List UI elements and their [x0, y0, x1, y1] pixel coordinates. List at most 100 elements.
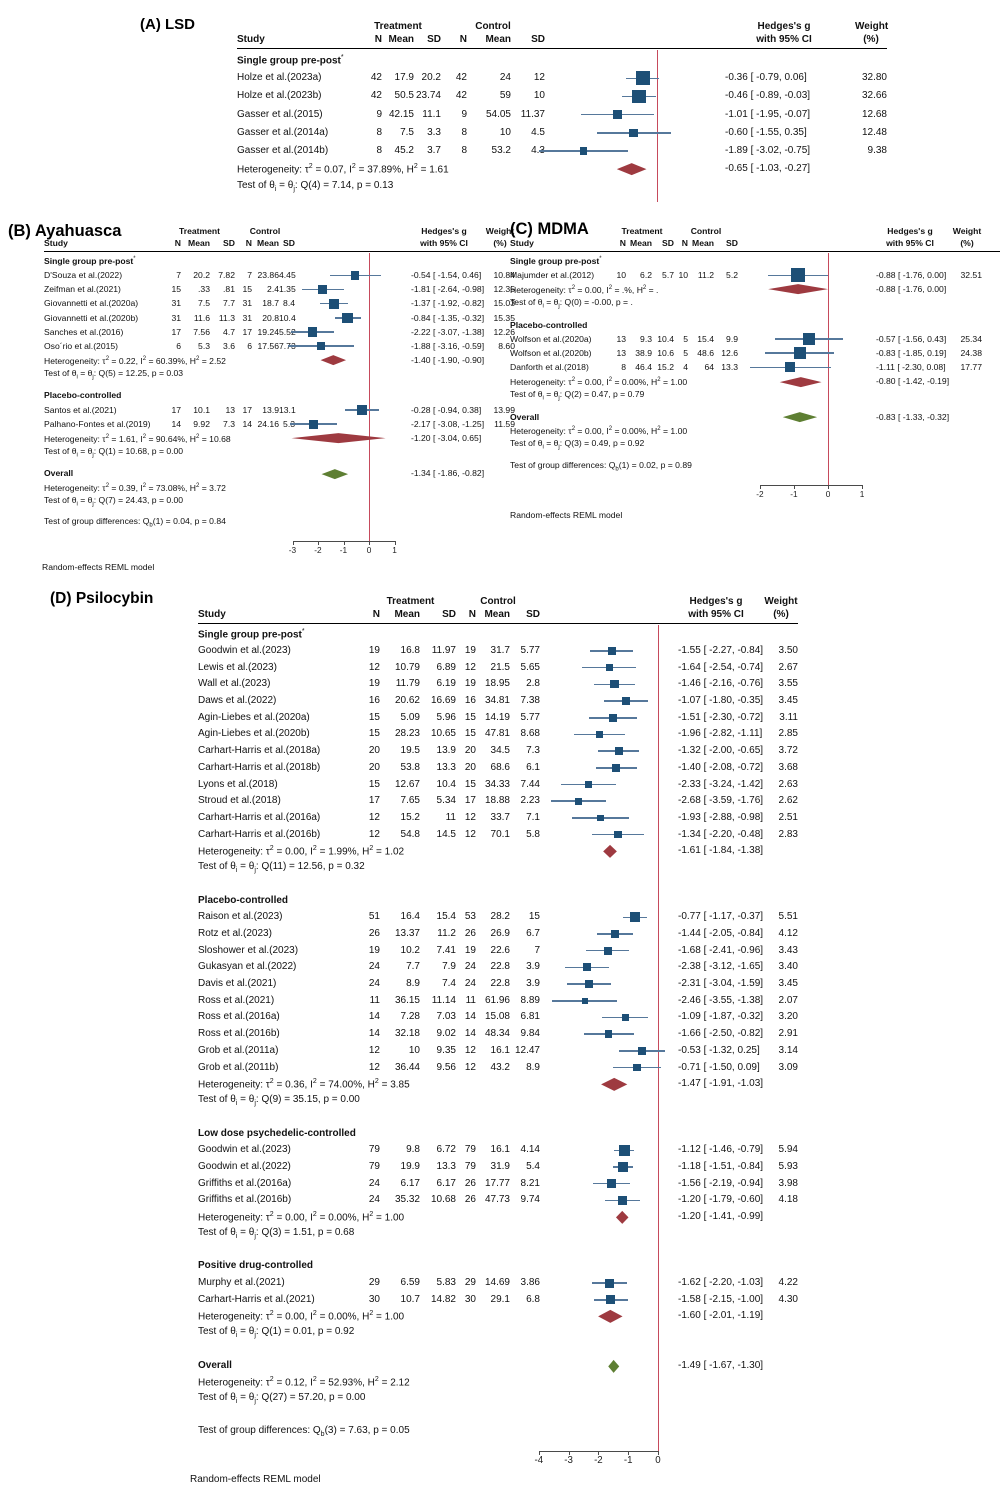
- study-data-cells: Wolfson et al.(2020b) 13 38.9 10.6 5 48.6 12.6: [510, 349, 738, 358]
- study-label: Grob et al.(2011a): [198, 1044, 279, 1056]
- ci-text: -1.62 [ -2.20, -1.03]: [678, 1277, 764, 1289]
- group-label-cell: Positive drug-controlled: [198, 1261, 540, 1271]
- effect-square: [629, 128, 638, 138]
- test-row: Test of θi = θj: Q(0) = -0.00, p = .: [510, 297, 1000, 311]
- study-stat: 24: [368, 961, 380, 973]
- study-stat: 9.8: [406, 1144, 420, 1156]
- group-label: Low dose psychedelic-controlled: [198, 1127, 356, 1139]
- study-row: Lyons et al.(2018) 15 12.67 10.4 15 34.33 7.44…: [198, 776, 798, 793]
- study-stat: 10: [533, 90, 545, 102]
- plot-area: [540, 676, 668, 693]
- column-header-mean: Mean: [188, 237, 210, 248]
- study-stat: 36.44: [394, 1061, 420, 1073]
- weight-text: 4.30: [778, 1293, 798, 1305]
- study-stat: 16.1: [490, 1044, 510, 1056]
- study-stat: 11.2: [697, 269, 714, 280]
- test-text: Test of θi = θj: Q(5) = 12.25, p = 0.03: [44, 367, 184, 381]
- plot-area: [540, 1192, 668, 1209]
- study-stat: 12: [368, 828, 380, 840]
- study-stat: 16.69: [430, 695, 456, 707]
- zero-reference-line: [658, 625, 659, 1451]
- ci-text: -0.83 [ -1.33, -0.32]: [876, 411, 950, 422]
- study-row: Giovannetti et al.(2020a) 31 7.5 7.7 31 18.7 8…: [44, 297, 515, 311]
- plot-area: [540, 793, 668, 810]
- group-label-asterisk: *: [340, 53, 344, 61]
- overall-summary-diamond: [321, 468, 349, 479]
- study-stat: 24: [464, 978, 476, 990]
- study-stat: 15: [242, 284, 252, 295]
- study-stat: 8.89: [520, 994, 540, 1006]
- test-row: Test of θi = θj: Q(1) = 10.68, p = 0.00: [44, 445, 515, 459]
- study-stat: 20.62: [394, 695, 420, 707]
- study-row: Goodwin et al.(2023) 79 9.8 6.72 79 16.1 4.14 -…: [198, 1142, 798, 1159]
- study-stat: 7.1: [526, 811, 540, 823]
- study-data-cells: Danforth et al.(2018) 8 46.4 15.2 4 64 13.3: [510, 363, 738, 372]
- study-stat: 24.16: [257, 418, 279, 429]
- effect-square: [609, 713, 617, 722]
- forest-table: Treatment Control Hedges's g Weight Study N Me…: [237, 20, 888, 202]
- study-stat: 8: [461, 145, 467, 157]
- plot-area: [540, 1076, 668, 1093]
- study-stat: 16: [464, 695, 476, 707]
- overall-label: Overall: [44, 468, 74, 479]
- study-stat: 34.81: [484, 695, 510, 707]
- study-row: Carhart-Harris et al.(2018b) 20 53.8 13.3 20…: [198, 760, 798, 777]
- study-stat: 11.97: [431, 645, 456, 657]
- study-row: Gukasyan et al.(2022) 24 7.7 7.9 24 22.8 3.9 -2…: [198, 959, 798, 976]
- overall-test-text: Test of θi = θj: Q(7) = 24.43, p = 0.00: [44, 495, 184, 508]
- group-label-asterisk: *: [599, 256, 602, 263]
- study-stat: 31: [242, 312, 252, 323]
- plot-area: [738, 410, 868, 424]
- study-stat: 6: [247, 340, 252, 351]
- study-stat: 17.56: [257, 340, 279, 351]
- forest-table: Treatment Control Hedges's g Weight Study N Me…: [42, 226, 515, 572]
- column-header-mean: Mean: [394, 608, 420, 620]
- heterogeneity-row: Heterogeneity: τ2 = 0.00, I2 = 0.00%, H2…: [510, 375, 1000, 389]
- ci-text: -1.68 [ -2.41, -0.96]: [678, 944, 764, 956]
- study-stat: 3.3: [427, 126, 441, 138]
- study-stat: 15: [368, 711, 380, 723]
- axis-tick: [369, 541, 370, 546]
- axis-tick: [568, 1451, 570, 1456]
- study-stat: 42.15: [388, 108, 414, 120]
- overall-test-text: Test of θi = θj: Q(3) = 0.49, p = 0.92: [510, 438, 645, 452]
- study-stat: 6.2: [640, 269, 652, 280]
- weight-text: 12.48: [861, 126, 887, 138]
- study-stat: 19: [464, 944, 476, 956]
- study-data-cells: Murphy et al.(2021) 29 6.59 5.83 29 14.69 3.86: [198, 1278, 540, 1288]
- plot-area: [295, 311, 403, 325]
- ci-text: -1.64 [ -2.54, -0.74]: [678, 661, 764, 673]
- study-stat: 7.5: [198, 298, 210, 309]
- study-stat: 15.2: [400, 811, 420, 823]
- study-stat: 34.5: [490, 745, 510, 757]
- axis-tick-label: -1: [790, 488, 798, 499]
- study-data-cells: Palhano-Fontes et al.(2019) 14 9.92 7.3 14 24…: [44, 420, 295, 429]
- weight-text: 15.35: [493, 312, 515, 323]
- group-label: Single group pre-post: [237, 55, 341, 67]
- subgroup-summary-diamond: [320, 355, 347, 366]
- study-row: Carhart-Harris et al.(2016a) 12 15.2 11 12 33…: [198, 810, 798, 827]
- column-subheader-row: Study N Mean SD N Mean SD with 95% CI (%): [510, 238, 1000, 250]
- ci-text: -1.60 [ -2.01, -1.19]: [678, 1310, 764, 1322]
- plot-area: [540, 760, 668, 777]
- weight-text: 3.45: [778, 978, 798, 990]
- ci-text: -1.01 [ -1.95, -0.07]: [725, 108, 811, 120]
- study-stat: 5.77: [520, 711, 540, 723]
- study-stat: 29: [368, 1277, 380, 1289]
- ci-text: -0.80 [ -1.42, -0.19]: [876, 376, 950, 387]
- column-header-row: Treatment Control Hedges's g Weight: [237, 20, 888, 33]
- study-label: Carhart-Harris et al.(2016a): [198, 811, 321, 823]
- ci-text: -0.88 [ -1.76, 0.00]: [876, 269, 947, 280]
- heterogeneity-row: Heterogeneity: τ2 = 0.22, I2 = 60.39%, H…: [44, 353, 515, 367]
- ci-text: -2.17 [ -3.08, -1.25]: [411, 418, 485, 429]
- column-header-n: N: [468, 608, 476, 620]
- plot-area: [738, 238, 868, 250]
- weight-text: 10.84: [493, 269, 515, 280]
- study-stat: 54.05: [485, 108, 511, 120]
- study-stat: 11.1: [422, 108, 441, 120]
- study-stat: 12.6: [721, 347, 738, 358]
- study-stat: 13.3: [721, 362, 738, 373]
- ci-text: -1.89 [ -3.02, -0.75]: [725, 145, 811, 157]
- study-stat: 24: [464, 961, 476, 973]
- ci-text: -1.81 [ -2.64, -0.98]: [411, 284, 485, 295]
